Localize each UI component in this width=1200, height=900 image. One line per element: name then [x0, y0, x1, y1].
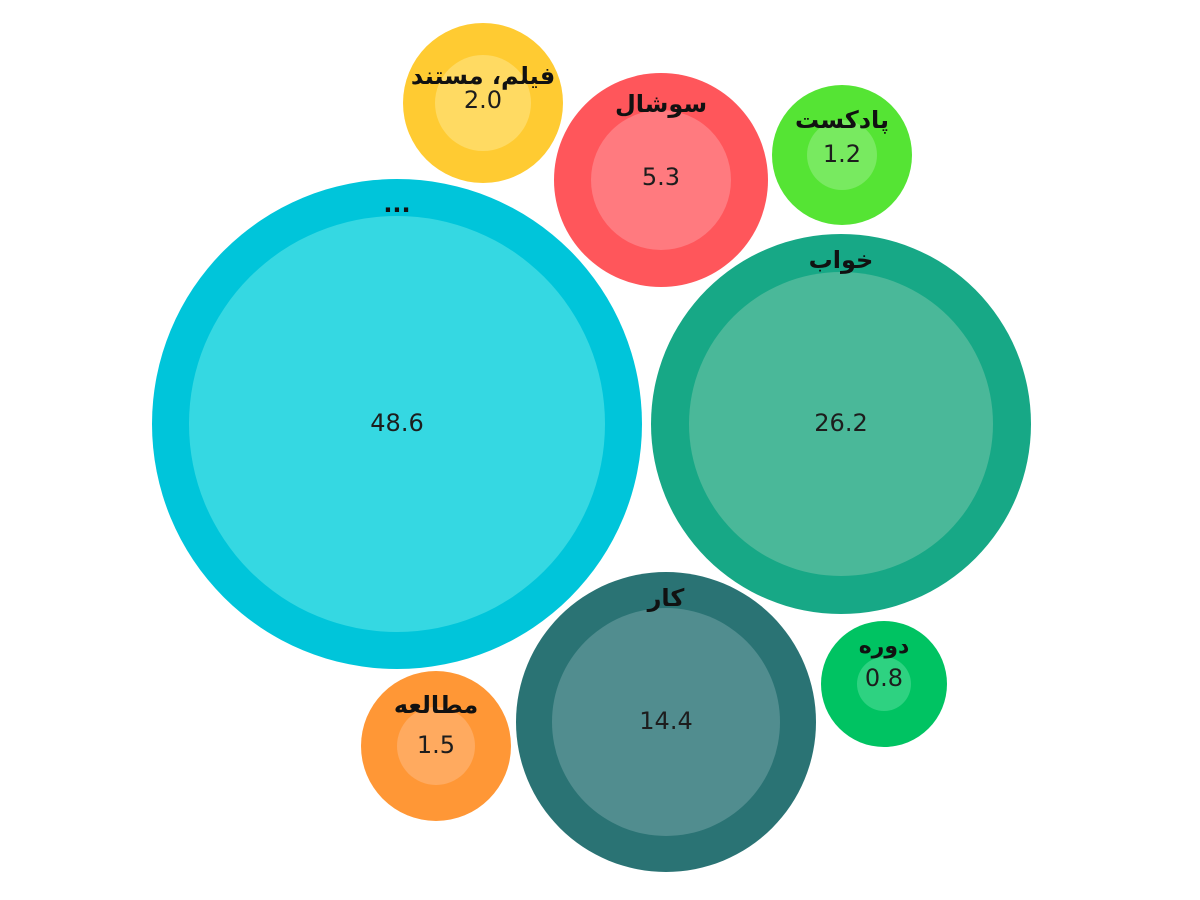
bubble-label-6: پادکست [795, 106, 889, 134]
bubble-7: 0.8 دوره [821, 621, 947, 747]
bubble-value-5: 1.5 [417, 731, 455, 759]
bubble-value-3: 5.3 [642, 163, 680, 191]
bubble-inner-3 [591, 110, 731, 250]
bubble-label-1: خواب [809, 246, 874, 274]
bubble-inner-1 [689, 272, 993, 576]
bubble-value-6: 1.2 [823, 140, 861, 168]
bubble-3: 5.3 سوشال [554, 73, 768, 287]
bubble-inner-0 [189, 216, 605, 632]
bubble-label-3: سوشال [615, 90, 707, 118]
bubble-value-1: 26.2 [814, 409, 867, 437]
bubble-label-4: فیلم، مستند [411, 62, 555, 90]
bubble-label-0: ... [383, 190, 410, 218]
bubble-6: 1.2 پادکست [772, 85, 912, 225]
bubble-inner-6 [807, 120, 877, 190]
bubble-inner-2 [552, 608, 780, 836]
bubble-inner-7 [857, 657, 911, 711]
bubble-inner-5 [397, 707, 475, 785]
bubble-value-7: 0.8 [865, 664, 903, 692]
bubble-label-5: مطالعه [394, 691, 478, 719]
bubble-0: 48.6... [152, 179, 642, 669]
bubble-2: 14.4 کار [516, 572, 816, 872]
bubble-inner-4 [435, 55, 531, 151]
bubble-5: 1.5 مطالعه [361, 671, 511, 821]
bubble-1: 26.2 خواب [651, 234, 1031, 614]
bubble-label-7: دوره [859, 634, 910, 659]
bubble-value-2: 14.4 [639, 707, 692, 735]
bubble-label-2: کار [647, 584, 685, 612]
bubble-value-4: 2.0 [464, 86, 502, 114]
bubble-value-0: 48.6 [370, 409, 423, 437]
